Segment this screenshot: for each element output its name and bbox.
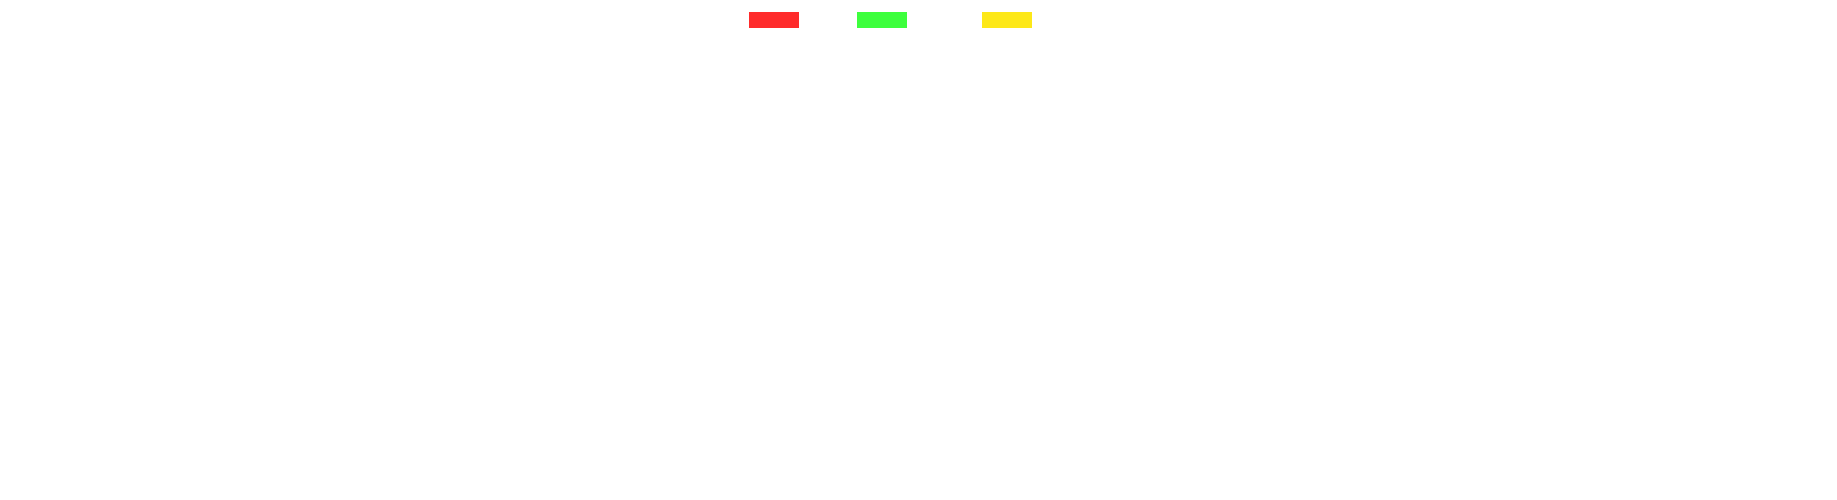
legend-swatch-series-3 xyxy=(982,12,1032,28)
legend-swatch-series-1 xyxy=(749,12,799,28)
legend-swatch-series-2 xyxy=(857,12,907,28)
plot-area xyxy=(0,40,1837,500)
